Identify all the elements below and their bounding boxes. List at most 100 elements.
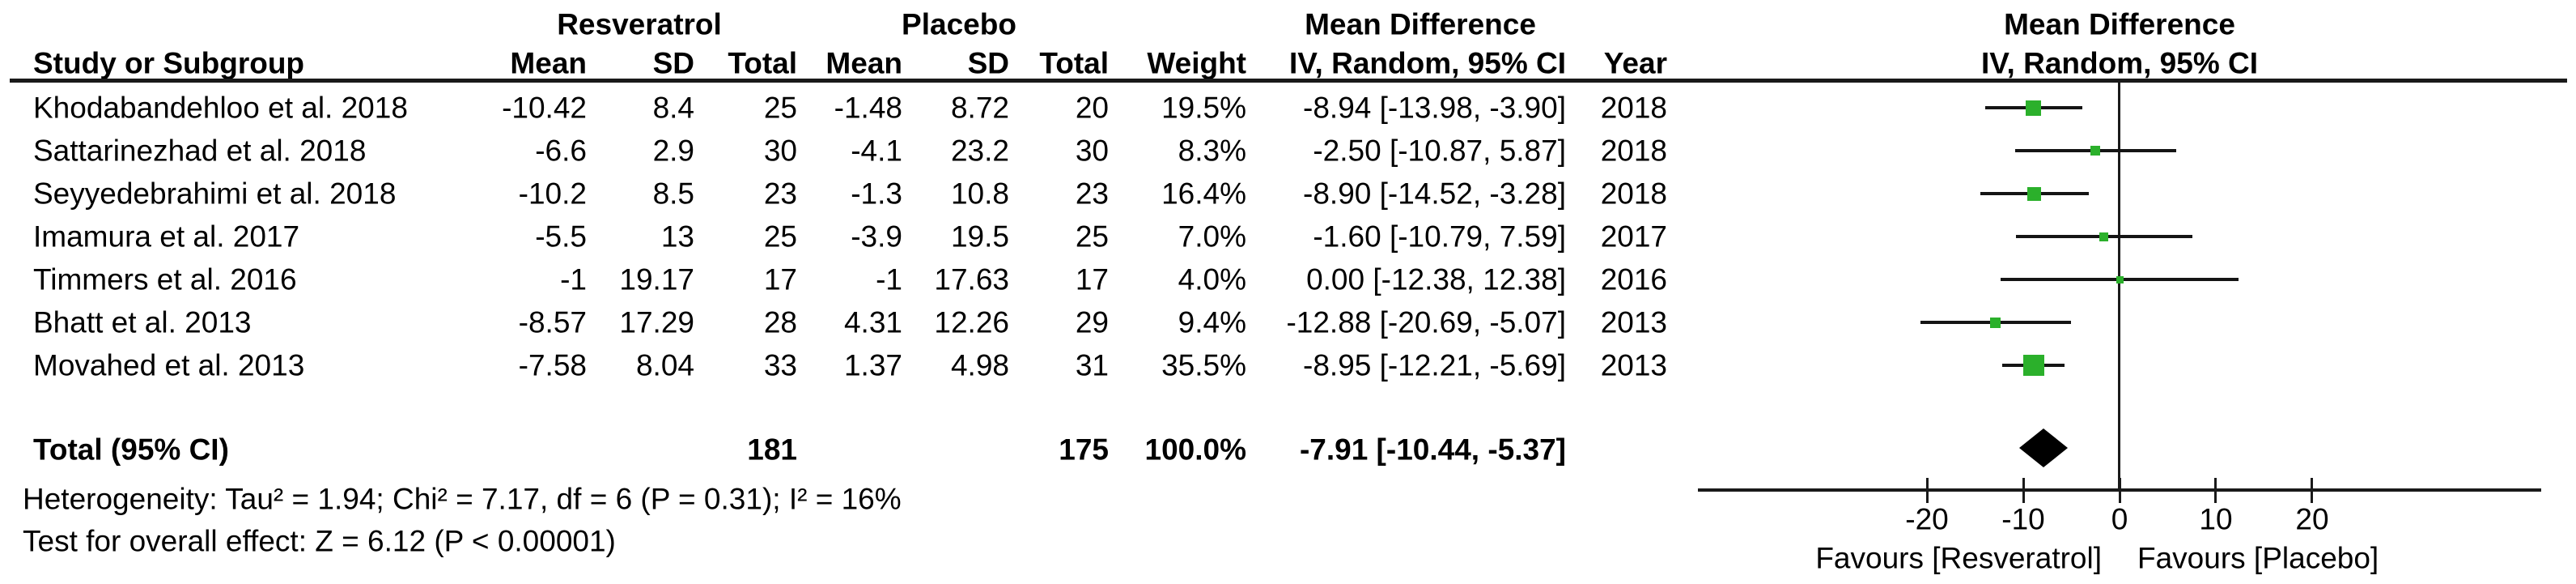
cell-ci_text: -8.90 [-14.52, -3.28] [1303, 177, 1566, 211]
cell-n_t: 17 [763, 262, 797, 296]
col-header-sd-c: SD [967, 46, 1009, 80]
cell-weight: 19.5% [1161, 91, 1246, 125]
cell-mean_c: -3.9 [851, 220, 902, 254]
cell-name: Seyyedebrahimi et al. 2018 [33, 177, 397, 211]
col-header-total-c: Total [1039, 46, 1109, 80]
cell-year: 2018 [1600, 177, 1667, 211]
cell-weight: 35.5% [1161, 348, 1246, 382]
effect-square [2023, 355, 2044, 376]
cell-n_t: 28 [763, 305, 797, 339]
cell-name: Khodabandehloo et al. 2018 [33, 91, 408, 125]
col-header-mean-t: Mean [510, 46, 587, 80]
cell-mean_c: 4.31 [843, 305, 902, 339]
cell-weight: 8.3% [1178, 134, 1246, 168]
cell-mean_t: -8.57 [518, 305, 587, 339]
cell-sd_c: 23.2 [950, 134, 1009, 168]
cell-n_c: 29 [1075, 305, 1109, 339]
cell-ci_text: -12.88 [-20.69, -5.07] [1286, 305, 1566, 339]
cell-name: Timmers et al. 2016 [33, 262, 297, 296]
cell-sd_c: 19.5 [950, 220, 1009, 254]
cell-name: Movahed et al. 2013 [33, 348, 305, 382]
cell-weight: 9.4% [1178, 305, 1246, 339]
total-ci-text: -7.91 [-10.44, -5.37] [1299, 433, 1566, 467]
col-header-weight: Weight [1147, 46, 1246, 80]
overall-effect-text: Test for overall effect: Z = 6.12 (P < 0… [23, 524, 616, 558]
total-label: Total (95% CI) [33, 433, 229, 467]
cell-sd_c: 8.72 [950, 91, 1009, 125]
x-axis-tick [2214, 478, 2217, 503]
cell-n_c: 17 [1075, 262, 1109, 296]
cell-sd_c: 12.26 [934, 305, 1009, 339]
cell-weight: 7.0% [1178, 220, 1246, 254]
heterogeneity-text: Heterogeneity: Tau² = 1.94; Chi² = 7.17,… [23, 482, 902, 516]
cell-weight: 4.0% [1178, 262, 1246, 296]
cell-year: 2018 [1600, 134, 1667, 168]
cell-name: Bhatt et al. 2013 [33, 305, 252, 339]
x-axis-tick [2022, 478, 2025, 503]
cell-ci_text: -8.95 [-12.21, -5.69] [1303, 348, 1566, 382]
plot-subtitle: IV, Random, 95% CI [1980, 46, 2259, 80]
cell-sd_t: 8.04 [635, 348, 694, 382]
cell-n_t: 33 [763, 348, 797, 382]
x-axis-tick-label: -10 [2001, 502, 2045, 536]
cell-sd_t: 17.29 [619, 305, 694, 339]
md-column-title: Mean Difference [1305, 7, 1536, 41]
cell-ci_text: 0.00 [-12.38, 12.38] [1306, 262, 1566, 296]
cell-ci_text: -2.50 [-10.87, 5.87] [1313, 134, 1566, 168]
effect-square [1990, 318, 2001, 328]
cell-ci_text: -1.60 [-10.79, 7.59] [1313, 220, 1566, 254]
cell-n_t: 30 [763, 134, 797, 168]
cell-sd_t: 2.9 [652, 134, 694, 168]
plot-title: Mean Difference [2004, 7, 2235, 41]
cell-weight: 16.4% [1161, 177, 1246, 211]
control-group-header: Placebo [902, 7, 1016, 41]
cell-mean_c: -1 [876, 262, 902, 296]
cell-n_c: 30 [1075, 134, 1109, 168]
x-axis-tick-label: 10 [2199, 502, 2233, 536]
effect-square [2099, 232, 2108, 241]
cell-mean_c: -4.1 [851, 134, 902, 168]
cell-ci_text: -8.94 [-13.98, -3.90] [1303, 91, 1566, 125]
cell-mean_t: -10.2 [518, 177, 587, 211]
cell-n_t: 25 [763, 91, 797, 125]
col-header-mean-c: Mean [825, 46, 902, 80]
x-axis-tick-label: 0 [2111, 502, 2128, 536]
x-axis-tick [2311, 478, 2313, 503]
cell-sd_t: 8.5 [652, 177, 694, 211]
total-weight: 100.0% [1144, 433, 1247, 467]
total-n-treatment: 181 [747, 433, 797, 467]
cell-mean_t: -10.42 [502, 91, 587, 125]
cell-mean_c: -1.3 [851, 177, 902, 211]
cell-mean_t: -5.5 [535, 220, 587, 254]
col-header-total-t: Total [728, 46, 797, 80]
cell-n_c: 31 [1075, 348, 1109, 382]
cell-sd_c: 4.98 [950, 348, 1009, 382]
x-axis-tick-label: -20 [1905, 502, 1949, 536]
cell-mean_c: 1.37 [843, 348, 902, 382]
favours-right-label: Favours [Placebo] [2137, 541, 2379, 575]
zero-line [2118, 83, 2120, 490]
total-n-control: 175 [1059, 433, 1109, 467]
col-header-year: Year [1603, 46, 1667, 80]
effect-square [2116, 276, 2124, 283]
cell-sd_c: 17.63 [934, 262, 1009, 296]
cell-sd_c: 10.8 [950, 177, 1009, 211]
col-header-sd-t: SD [652, 46, 694, 80]
cell-mean_t: -1 [560, 262, 587, 296]
cell-n_c: 23 [1075, 177, 1109, 211]
treatment-group-header: Resveratrol [557, 7, 722, 41]
cell-n_c: 25 [1075, 220, 1109, 254]
col-header-ci: IV, Random, 95% CI [1288, 46, 1566, 80]
effect-square [2026, 100, 2041, 116]
x-axis-tick [1926, 478, 1929, 503]
cell-mean_c: -1.48 [834, 91, 902, 125]
favours-left-label: Favours [Resveratrol] [1815, 541, 2102, 575]
cell-n_t: 23 [763, 177, 797, 211]
cell-sd_t: 13 [660, 220, 694, 254]
cell-name: Imamura et al. 2017 [33, 220, 300, 254]
cell-n_t: 25 [763, 220, 797, 254]
cell-year: 2018 [1600, 91, 1667, 125]
col-header-study: Study or Subgroup [33, 46, 305, 80]
cell-year: 2016 [1600, 262, 1667, 296]
